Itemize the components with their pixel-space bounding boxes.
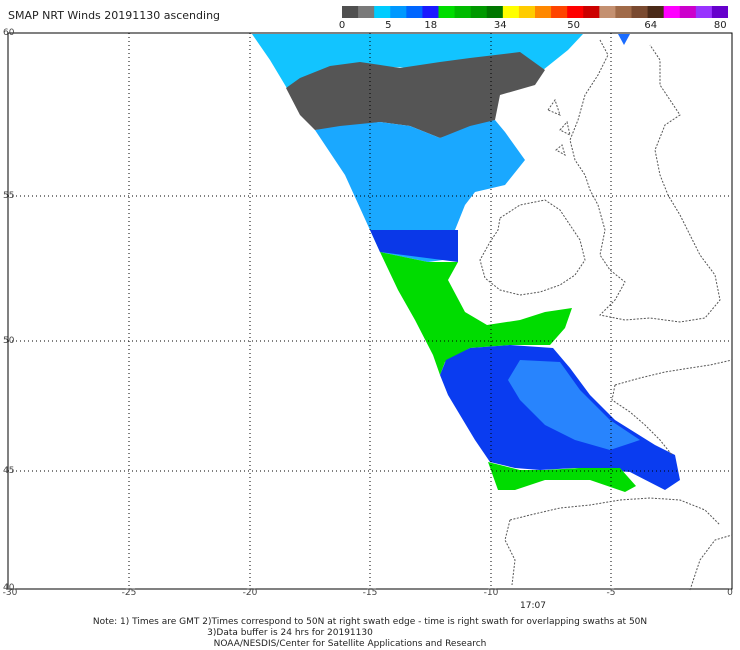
colorbar-segment	[422, 6, 439, 18]
lon-label-minus20: -20	[242, 588, 258, 598]
colorbar-segment	[599, 6, 616, 18]
colorbar-tick-label: 34	[493, 20, 507, 31]
colorbar-tick-label: 5	[385, 20, 392, 31]
colorbar-segment	[679, 6, 697, 18]
colorbar-segment	[551, 6, 568, 18]
wind-swath	[252, 34, 680, 492]
colorbar-segment	[567, 6, 584, 18]
colorbar-segment	[647, 6, 665, 18]
colorbar-tick-label: 50	[567, 20, 580, 31]
lat-label-60: 60	[3, 28, 15, 38]
swath-mid-band	[315, 120, 525, 262]
colorbar-segment	[358, 6, 375, 18]
colorbar-segment	[711, 6, 728, 18]
wind-map	[7, 32, 733, 591]
colorbar-segment	[695, 6, 713, 18]
colorbar-segment	[518, 6, 536, 18]
colorbar-segment	[454, 6, 472, 18]
lon-label-minus10: -10	[483, 588, 499, 598]
swath-dark-blue-strip	[370, 230, 458, 262]
colorbar-segment	[583, 6, 600, 18]
lon-label-minus5: -5	[606, 588, 616, 598]
wind-speed-colorbar	[342, 6, 728, 18]
swath-green-band	[380, 252, 572, 375]
lon-label-0: 0	[727, 588, 733, 598]
swath-top-patch	[618, 34, 630, 45]
lon-label-minus30: -30	[2, 588, 18, 598]
lat-label-50: 50	[3, 336, 15, 346]
coastlines	[479, 39, 733, 591]
map-title: SMAP NRT Winds 20191130 ascending	[8, 9, 221, 22]
colorbar-segment	[390, 6, 407, 18]
swath-south-light-core	[508, 360, 640, 450]
colorbar-segment	[406, 6, 423, 18]
note-line-2: 3)Data buffer is 24 hrs for 20191130	[207, 628, 373, 638]
lon-label-minus25: -25	[121, 588, 137, 598]
colorbar-segment	[470, 6, 488, 18]
swath-time-label: 17:07	[520, 601, 546, 611]
colorbar-segment	[374, 6, 391, 18]
lon-label-minus15: -15	[362, 588, 378, 598]
colorbar-tick-label: 64	[644, 20, 658, 31]
colorbar-segment	[342, 6, 359, 18]
gridlines	[8, 33, 732, 589]
colorbar-segment	[438, 6, 456, 18]
colorbar-segment	[615, 6, 632, 18]
colorbar-segment	[535, 6, 552, 18]
swath-south-green-edge	[488, 462, 636, 492]
colorbar-segment	[486, 6, 504, 18]
colorbar-tick-label: 18	[424, 20, 438, 31]
note-line-1: Note: 1) Times are GMT 2)Times correspon…	[92, 617, 648, 627]
swath-calm-band	[286, 52, 545, 138]
lat-label-40: 40	[3, 583, 15, 593]
colorbar-tick-label: 80	[713, 20, 727, 31]
colorbar-tick-label: 0	[338, 20, 346, 31]
colorbar-segment	[631, 6, 649, 18]
colorbar-segment	[663, 6, 681, 18]
lat-label-55: 55	[3, 191, 15, 201]
note-line-3: NOAA/NESDIS/Center for Satellite Applica…	[213, 639, 487, 649]
colorbar-segment	[502, 6, 520, 18]
lat-label-45: 45	[3, 466, 15, 476]
